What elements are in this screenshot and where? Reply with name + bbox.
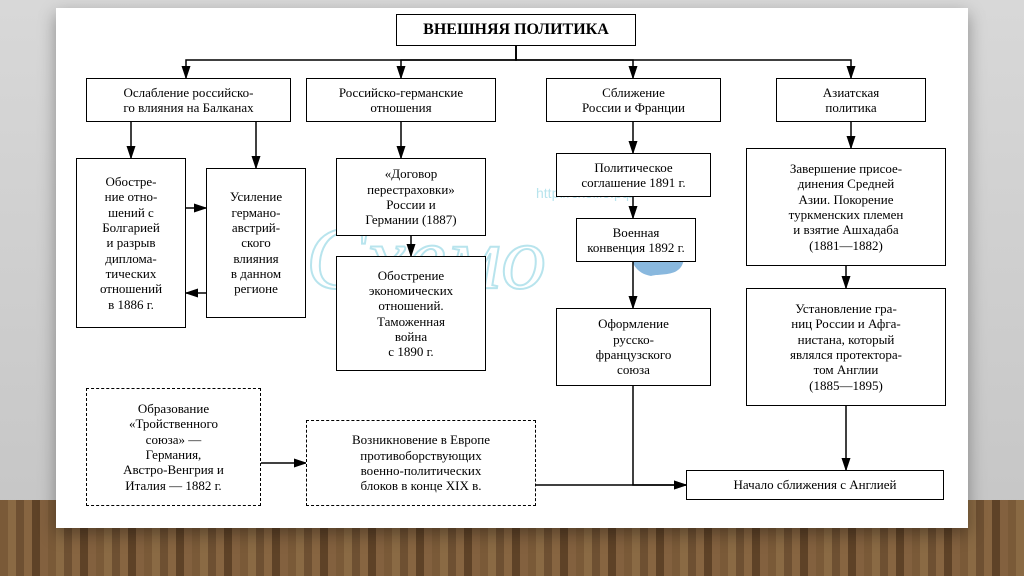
node-b1: Ослабление российско-го влияния на Балка… [86,78,291,122]
node-c3c: Оформлениерусско-французскогосоюза [556,308,711,386]
node-c2a: «Договорперестраховки»России иГермании (… [336,158,486,236]
node-c3a: Политическоесоглашение 1891 г. [556,153,711,197]
scene: http://схемо.рф Схемо РФ ВНЕШНЯЯ ПОЛИТИК… [0,0,1024,576]
node-d2: Возникновение в Европепротивоборствующих… [306,420,536,506]
node-b2: Российско-германскиеотношения [306,78,496,122]
edge-title-b3 [516,46,633,78]
node-b3: СближениеРоссии и Франции [546,78,721,122]
node-d1: Образование«Тройственногосоюза» —Германи… [86,388,261,506]
edge-c3c-d3 [633,386,686,485]
node-title: ВНЕШНЯЯ ПОЛИТИКА [396,14,636,46]
node-d3: Начало сближения с Англией [686,470,944,500]
edge-title-b4 [516,46,851,78]
edge-title-b2 [401,46,516,78]
node-c4a: Завершение присое-динения СреднейАзии. П… [746,148,946,266]
node-b4: Азиатскаяполитика [776,78,926,122]
node-c3b: Военнаяконвенция 1892 г. [576,218,696,262]
node-c4b: Установление гра-ниц России и Афга-ниста… [746,288,946,406]
edge-title-b1 [186,46,516,78]
node-c1b: Усилениегермано-австрий-скоговлиянияв да… [206,168,306,318]
node-c2b: Обострениеэкономическихотношений.Таможен… [336,256,486,371]
node-c1a: Обостре-ние отно-шений сБолгариейи разры… [76,158,186,328]
diagram-paper: http://схемо.рф Схемо РФ ВНЕШНЯЯ ПОЛИТИК… [56,8,968,528]
